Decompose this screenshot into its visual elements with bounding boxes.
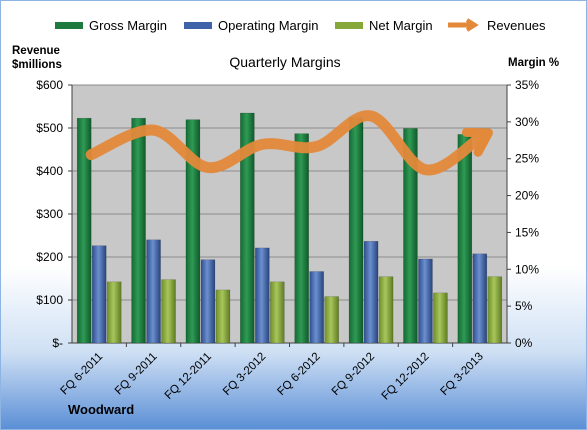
revenues-line	[85, 110, 486, 176]
legend-item-operating-margin: Operating Margin	[184, 14, 318, 36]
bar-net-margin	[433, 292, 448, 344]
right-tick-label: 35%	[515, 78, 539, 92]
bar-operating-margin	[91, 245, 107, 344]
bar-gross-margin	[294, 133, 309, 344]
bar-net-margin	[378, 276, 394, 344]
legend-item-revenues: Revenues	[447, 14, 546, 36]
x-tick-label: FQ 3-2013	[439, 351, 486, 398]
legend-item-gross-margin: Gross Margin	[55, 14, 167, 36]
legend: Gross Margin Operating Margin Net Margin…	[0, 14, 587, 36]
left-axis-title-line1: Revenue	[12, 45, 60, 57]
x-tick-label: FQ 9-2011	[113, 351, 160, 398]
bar-net-margin	[270, 281, 285, 344]
legend-label-net-margin: Net Margin	[369, 17, 433, 33]
bar-operating-margin	[472, 253, 488, 344]
left-tick-label: $100	[36, 293, 63, 307]
bar-gross-margin	[457, 134, 473, 344]
legend-swatch-net-margin	[335, 21, 363, 29]
x-tick-label: FQ 12-2011	[163, 351, 214, 402]
bar-gross-margin	[185, 119, 201, 344]
legend-item-net-margin: Net Margin	[335, 14, 433, 36]
bar-operating-margin	[309, 271, 324, 344]
company-name: Woodward	[68, 402, 135, 417]
bar-operating-margin	[363, 241, 379, 344]
x-tick-label: FQ 6-2011	[59, 351, 106, 398]
bar-net-margin	[487, 276, 503, 344]
legend-arrow-icon	[448, 18, 479, 32]
left-tick-label: $400	[36, 164, 63, 178]
legend-swatch-operating-margin	[184, 21, 212, 29]
left-tick-label: $600	[36, 78, 63, 92]
x-tick-label: FQ 3-2012	[221, 351, 268, 398]
legend-label-revenues: Revenues	[487, 17, 546, 33]
revenues-arrowhead	[461, 127, 493, 157]
bar-gross-margin	[348, 117, 364, 344]
left-tick-label: $200	[36, 250, 63, 264]
bar-net-margin	[215, 289, 231, 344]
bar-gross-margin	[403, 128, 418, 344]
right-tick-label: 25%	[515, 152, 539, 166]
x-tick-label: FQ 6-2012	[275, 351, 322, 398]
legend-label-gross-margin: Gross Margin	[89, 17, 168, 33]
bar-operating-margin	[255, 247, 270, 344]
bar-gross-margin	[240, 112, 255, 344]
x-tick-label: FQ 9-2012	[330, 351, 377, 398]
left-axis-title: Revenue $millions	[12, 44, 62, 72]
left-tick-label: $500	[36, 121, 63, 135]
right-tick-label: 5%	[515, 299, 533, 313]
left-tick-label: $300	[36, 207, 63, 221]
bar-operating-margin	[418, 258, 433, 344]
legend-label-operating-margin: Operating Margin	[218, 17, 319, 33]
legend-swatch-gross-margin	[55, 21, 83, 29]
bar-net-margin	[324, 296, 339, 344]
left-tick-label: $-	[52, 336, 63, 350]
right-tick-label: 0%	[515, 336, 533, 350]
bar-operating-margin	[146, 239, 161, 344]
right-tick-label: 15%	[515, 225, 539, 239]
x-tick-label: FQ 12-2012	[380, 351, 432, 403]
right-tick-label: 10%	[515, 262, 539, 276]
right-tick-label: 30%	[515, 115, 539, 129]
bar-net-margin	[161, 279, 176, 344]
bar-net-margin	[106, 281, 122, 344]
bar-gross-margin	[76, 117, 92, 344]
chart-title: Quarterly Margins	[229, 54, 341, 70]
right-tick-label: 20%	[515, 189, 539, 203]
right-axis-title: Margin %	[508, 57, 560, 69]
bar-operating-margin	[200, 259, 216, 344]
bar-gross-margin	[131, 117, 146, 344]
left-axis-title-line2: $millions	[12, 59, 62, 71]
